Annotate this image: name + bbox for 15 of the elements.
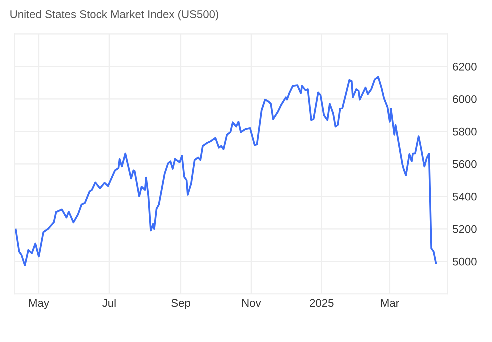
- x-tick-label: Sep: [172, 299, 190, 310]
- x-tick-label: 2025: [310, 299, 334, 308]
- line-series: [15, 76, 438, 266]
- y-tick-label: 5200: [453, 225, 477, 234]
- x-tick-label: May: [29, 299, 50, 310]
- x-tick-label: Jul: [102, 298, 116, 308]
- y-tick-label: 5000: [453, 258, 477, 266]
- x-tick-label: Nov: [242, 299, 262, 308]
- x-tick-label: Mar: [381, 299, 400, 308]
- y-tick-label: 5400: [453, 192, 477, 201]
- y-tick-label: 6000: [453, 95, 477, 104]
- y-tick-label: 5800: [453, 128, 477, 136]
- y-tick-label: 6200: [453, 62, 477, 71]
- chart-title: United States Stock Market Index (US500): [10, 10, 219, 21]
- y-tick-label: 5600: [453, 160, 477, 168]
